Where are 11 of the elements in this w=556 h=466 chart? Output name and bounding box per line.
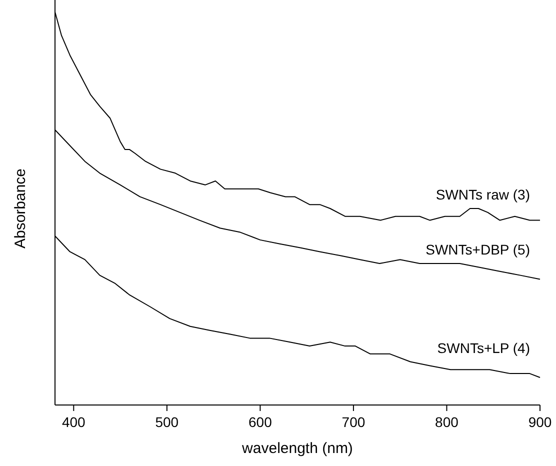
series-label: SWNTs raw (3) xyxy=(436,186,530,202)
x-tick-label: 600 xyxy=(248,414,272,430)
x-tick-label: 500 xyxy=(155,414,179,430)
x-tick-label: 700 xyxy=(342,414,366,430)
x-tick-label: 900 xyxy=(528,414,552,430)
x-axis-title: wavelength (nm) xyxy=(241,440,353,457)
x-tick-label: 800 xyxy=(435,414,459,430)
series-label: SWNTs+LP (4) xyxy=(437,340,530,356)
series-label: SWNTs+DBP (5) xyxy=(426,242,530,258)
y-axis-title: Absorbance xyxy=(12,168,29,249)
x-tick-label: 400 xyxy=(62,414,86,430)
